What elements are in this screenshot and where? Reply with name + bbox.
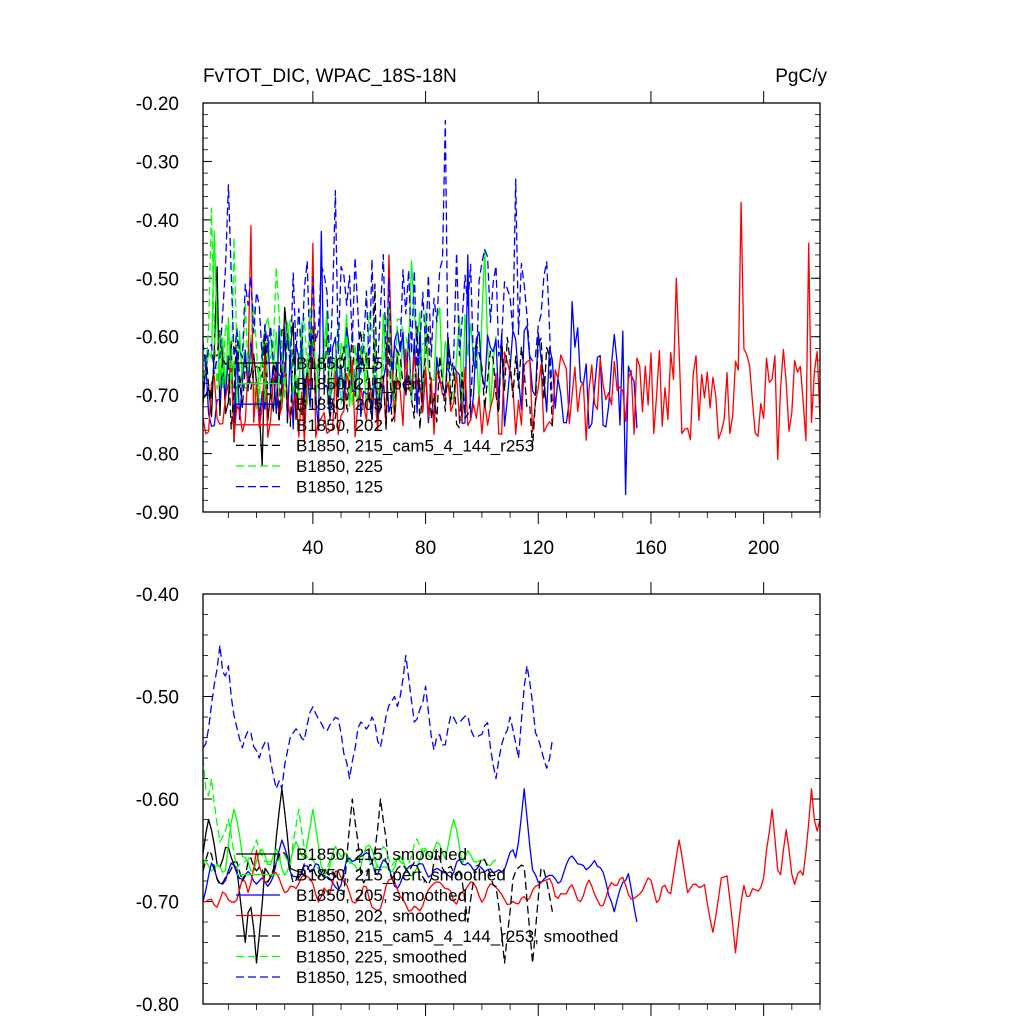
top-panel-ticks: -0.20 -0.30 -0.40 -0.50 -0.60 -0.70 -0.80 -0.90… [136, 91, 821, 559]
y-tick-label: -0.60 [136, 790, 179, 811]
legend-label: B1850, 125 [296, 478, 383, 497]
top-panel-title: FvTOT_DIC, WPAC_18S-18N [203, 66, 457, 87]
series-line [203, 283, 554, 449]
x-tick-label: 120 [522, 538, 554, 559]
legend-label: B1850, 225, smoothed [296, 948, 467, 967]
series-line [203, 265, 306, 466]
bottom-panel-frame [202, 593, 821, 1005]
y-tick-label: -0.20 [136, 94, 179, 115]
bottom-panel-legend: B1850, 215, smoothed B1850, 215_pert, smo… [236, 845, 618, 987]
bottom-panel-series [203, 644, 820, 964]
y-tick-label: -0.40 [136, 211, 179, 232]
legend-label: B1850, 215_cam5_4_144_r253, smoothed [296, 927, 618, 946]
series-line [203, 757, 426, 879]
y-tick-label: -0.80 [136, 995, 179, 1016]
y-tick-label: -0.90 [136, 503, 179, 524]
bottom-panel: -0.40 -0.50 -0.60 -0.70 -0.80 B1850, 215, sm… [136, 582, 821, 1016]
x-tick-label: 160 [635, 538, 667, 559]
y-tick-label: -0.70 [136, 386, 179, 407]
y-tick-label: -0.40 [136, 585, 179, 606]
legend-label: B1850, 202 [296, 416, 383, 435]
series-line [203, 788, 306, 964]
x-tick-label: 200 [748, 538, 780, 559]
bottom-panel-ticks: -0.40 -0.50 -0.60 -0.70 -0.80 [136, 582, 821, 1016]
legend-label: B1850, 205, smoothed [296, 886, 467, 905]
y-tick-label: -0.50 [136, 269, 179, 290]
legend-label: B1850, 202, smoothed [296, 907, 467, 926]
series-line [203, 119, 554, 407]
top-panel-units: PgC/y [775, 66, 827, 87]
series-line [203, 788, 638, 923]
y-tick-label: -0.60 [136, 328, 179, 349]
series-line [203, 808, 497, 877]
x-tick-label: 80 [415, 538, 436, 559]
y-tick-label: -0.80 [136, 445, 179, 466]
legend-label: B1850, 215 [296, 354, 383, 373]
legend-label: B1850, 125, smoothed [296, 968, 467, 987]
series-line [203, 230, 638, 496]
top-panel-series [203, 119, 820, 496]
y-tick-label: -0.30 [136, 152, 179, 173]
legend-label: B1850, 225 [296, 457, 383, 476]
legend-label: B1850, 215_cam5_4_144_r253 [296, 436, 534, 455]
series-line [203, 798, 554, 964]
series-line [203, 201, 820, 461]
y-tick-label: -0.70 [136, 893, 179, 914]
legend-label: B1850, 215_pert, smoothed [296, 866, 506, 885]
y-tick-label: -0.50 [136, 688, 179, 709]
top-panel: FvTOT_DIC, WPAC_18S-18N PgC/y -0.20 -0.30… [136, 66, 828, 559]
legend-label: B1850, 205 [296, 395, 383, 414]
series-line [203, 644, 554, 790]
top-panel-frame [202, 102, 821, 513]
x-tick-label: 40 [302, 538, 323, 559]
legend-label: B1850, 215_pert [296, 375, 422, 394]
legend-label: B1850, 215, smoothed [296, 845, 467, 864]
